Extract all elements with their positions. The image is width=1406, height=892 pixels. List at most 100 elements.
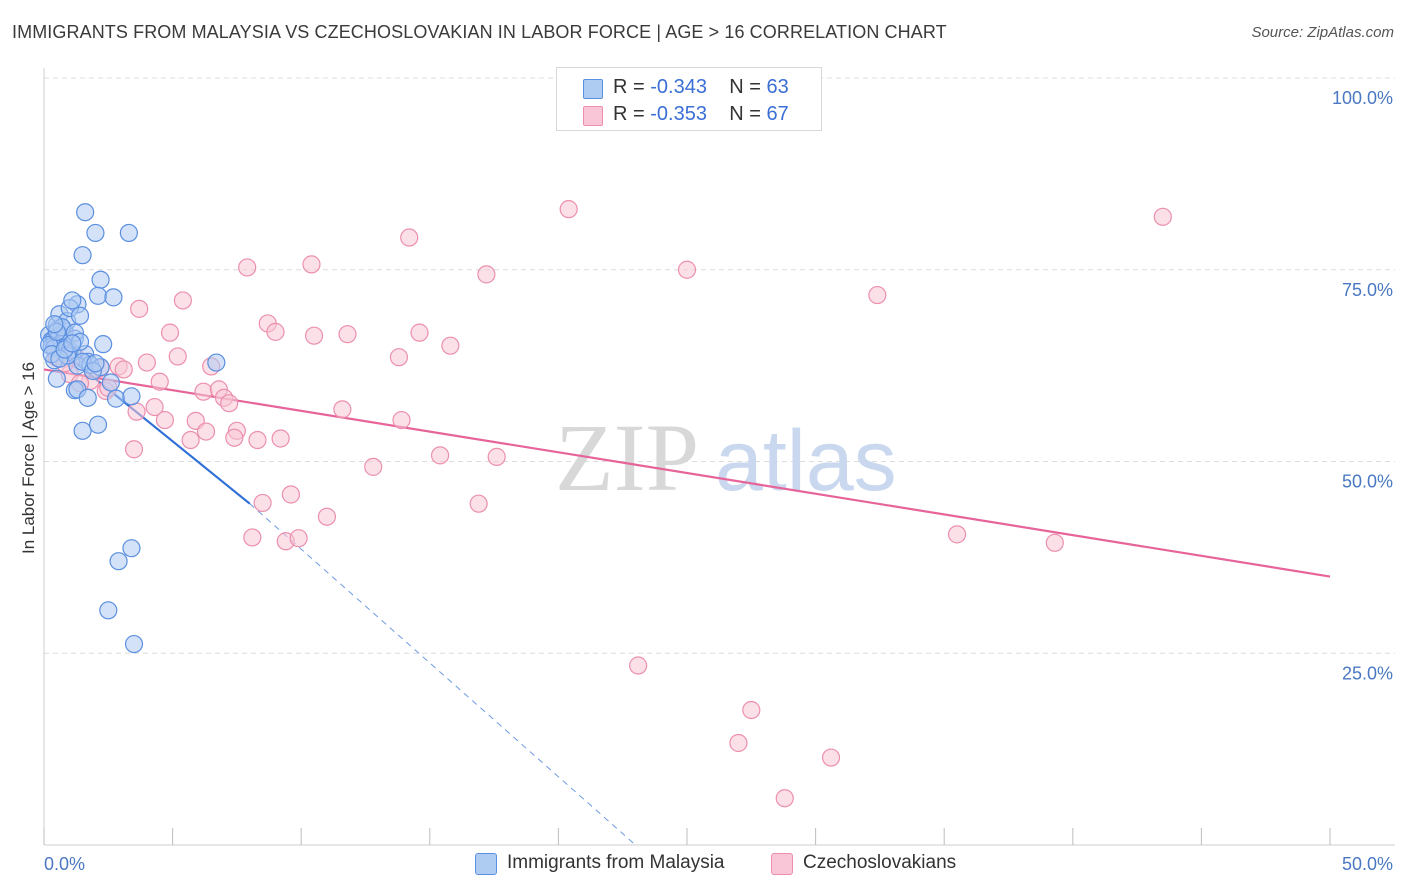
- x-tick-label: 0.0%: [44, 854, 85, 874]
- legend-n-label: N =: [729, 76, 767, 98]
- point-malaysia: [47, 369, 66, 388]
- point-czechoslovakian: [253, 493, 272, 513]
- axes: [43, 68, 1395, 846]
- point-malaysia: [78, 388, 97, 407]
- point-malaysia: [76, 203, 95, 222]
- correlation-legend: R = -0.343 N = 63 R = -0.353 N = 67: [556, 67, 822, 131]
- point-czechoslovakian: [477, 265, 496, 284]
- y-tick-label: 75.0%: [1342, 280, 1393, 300]
- data-points: [40, 200, 1172, 808]
- point-malaysia: [73, 246, 92, 265]
- point-malaysia: [63, 334, 82, 353]
- point-czechoslovakian: [302, 255, 321, 274]
- point-czechoslovakian: [225, 428, 244, 447]
- point-czechoslovakian: [821, 748, 841, 767]
- point-czechoslovakian: [271, 429, 290, 448]
- point-czechoslovakian: [220, 394, 239, 413]
- point-malaysia: [88, 415, 108, 434]
- point-malaysia: [207, 353, 226, 372]
- point-czechoslovakian: [238, 258, 257, 277]
- legend-r-value: -0.353: [650, 103, 707, 125]
- legend-n-label: N =: [729, 103, 767, 125]
- point-czechoslovakian: [173, 291, 192, 310]
- legend-n-value: 67: [766, 103, 789, 125]
- point-czechoslovakian: [392, 410, 411, 430]
- trend-line-czechoslovakian: [43, 368, 1331, 578]
- y-tick-label: 25.0%: [1342, 663, 1393, 683]
- bottom-legend-label: Czechoslovakians: [803, 852, 957, 873]
- point-czechoslovakian: [160, 323, 180, 342]
- point-czechoslovakian: [441, 336, 460, 355]
- point-czechoslovakian: [150, 372, 169, 391]
- point-malaysia: [86, 223, 105, 243]
- point-czechoslovakian: [137, 353, 156, 372]
- point-czechoslovakian: [155, 410, 174, 430]
- point-czechoslovakian: [304, 326, 324, 345]
- point-malaysia: [109, 552, 128, 571]
- legend-r-label: R =: [613, 76, 651, 98]
- point-malaysia: [122, 539, 141, 558]
- point-czechoslovakian: [430, 446, 450, 465]
- y-tick-label: 50.0%: [1342, 472, 1393, 492]
- point-czechoslovakian: [389, 348, 409, 367]
- point-malaysia: [94, 335, 113, 354]
- y-tick-label: 100.0%: [1332, 88, 1393, 108]
- point-czechoslovakian: [127, 402, 146, 421]
- point-czechoslovakian: [410, 323, 429, 342]
- point-czechoslovakian: [194, 382, 213, 401]
- point-czechoslovakian: [947, 525, 967, 544]
- legend-swatch-pink: [583, 106, 603, 126]
- point-malaysia: [106, 389, 126, 408]
- legend-n-value: 63: [766, 76, 789, 98]
- point-czechoslovakian: [130, 299, 149, 318]
- point-czechoslovakian: [114, 360, 133, 379]
- point-czechoslovakian: [775, 789, 794, 808]
- legend-r-label: R =: [613, 103, 651, 125]
- point-czechoslovakian: [338, 325, 357, 344]
- point-czechoslovakian: [729, 733, 748, 753]
- point-malaysia: [73, 421, 92, 440]
- point-czechoslovakian: [1153, 207, 1172, 226]
- point-czechoslovakian: [145, 397, 164, 417]
- watermark-zip: ZIP: [555, 404, 699, 511]
- point-czechoslovakian: [196, 422, 216, 441]
- point-malaysia: [86, 354, 105, 373]
- point-malaysia: [99, 601, 118, 620]
- point-czechoslovakian: [289, 529, 308, 548]
- point-czechoslovakian: [333, 400, 352, 419]
- point-czechoslovakian: [364, 457, 383, 476]
- x-tick-label: 50.0%: [1342, 854, 1393, 874]
- point-malaysia: [122, 387, 141, 406]
- watermark-atlas: atlas: [715, 413, 897, 509]
- point-czechoslovakian: [168, 347, 187, 366]
- point-czechoslovakian: [677, 260, 697, 279]
- point-malaysia: [124, 634, 144, 654]
- point-malaysia: [70, 306, 90, 325]
- point-czechoslovakian: [124, 440, 144, 459]
- trend-line-malaysia-extension: [249, 503, 636, 846]
- point-malaysia: [88, 286, 108, 305]
- bottom-legend-swatch-blue: [475, 853, 497, 875]
- point-malaysia: [104, 288, 123, 307]
- point-czechoslovakian: [742, 700, 761, 720]
- point-czechoslovakian: [400, 228, 419, 247]
- y-axis-title: In Labor Force | Age > 16: [19, 362, 38, 554]
- legend-r-value: -0.343: [650, 76, 707, 98]
- bottom-legend-label: Immigrants from Malaysia: [507, 852, 725, 873]
- point-malaysia: [119, 223, 138, 243]
- point-malaysia: [101, 373, 120, 392]
- point-czechoslovakian: [629, 656, 648, 675]
- point-czechoslovakian: [559, 200, 578, 219]
- point-czechoslovakian: [868, 285, 887, 305]
- point-czechoslovakian: [317, 507, 337, 526]
- point-czechoslovakian: [487, 447, 506, 466]
- point-malaysia: [91, 270, 110, 289]
- point-czechoslovakian: [248, 430, 267, 450]
- source-label: Source: ZipAtlas.com: [1251, 24, 1394, 41]
- point-czechoslovakian: [281, 485, 301, 504]
- grid-lines: [44, 77, 1395, 654]
- chart-title: IMMIGRANTS FROM MALAYSIA VS CZECHOSLOVAK…: [12, 22, 947, 42]
- point-malaysia: [45, 315, 64, 334]
- point-malaysia: [63, 291, 82, 310]
